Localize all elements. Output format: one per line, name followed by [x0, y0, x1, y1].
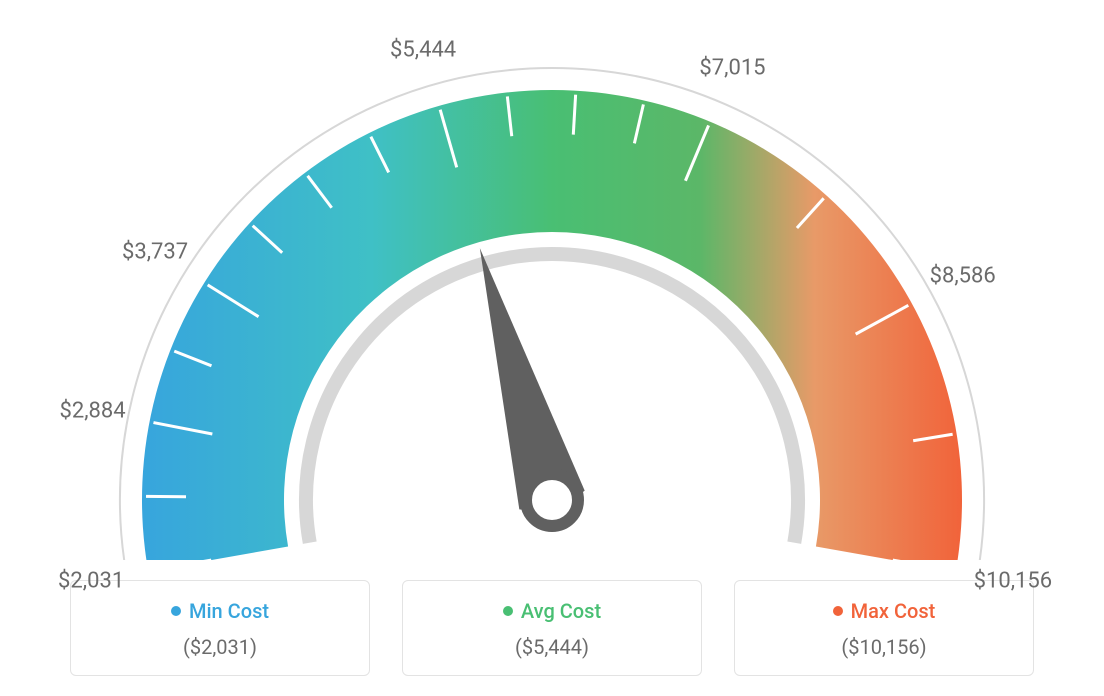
- legend-card-max: Max Cost ($10,156): [734, 580, 1034, 676]
- gauge-tick-label: $2,031: [58, 569, 124, 594]
- gauge-tick-label: $10,156: [974, 569, 1053, 594]
- legend-dot-avg: [503, 606, 513, 616]
- legend-card-min: Min Cost ($2,031): [70, 580, 370, 676]
- legend-value-avg: ($5,444): [413, 635, 691, 659]
- legend-row: Min Cost ($2,031) Avg Cost ($5,444) Max …: [20, 580, 1084, 676]
- gauge-tick-label: $5,444: [390, 38, 456, 63]
- gauge-tick-label: $8,586: [930, 263, 996, 288]
- gauge-tick-label: $7,015: [699, 56, 765, 81]
- gauge-chart: $2,031$2,884$3,737$5,444$7,015$8,586$10,…: [20, 20, 1084, 560]
- gauge-svg: [20, 20, 1084, 560]
- legend-title-text-min: Min Cost: [189, 599, 269, 623]
- legend-value-min: ($2,031): [81, 635, 359, 659]
- legend-title-min: Min Cost: [171, 599, 269, 623]
- legend-title-text-max: Max Cost: [851, 599, 936, 623]
- legend-card-avg: Avg Cost ($5,444): [402, 580, 702, 676]
- gauge-needle: [480, 248, 585, 526]
- legend-title-text-avg: Avg Cost: [521, 599, 601, 623]
- gauge-tick-label: $3,737: [122, 240, 188, 265]
- legend-dot-max: [833, 606, 843, 616]
- legend-title-avg: Avg Cost: [503, 599, 601, 623]
- legend-dot-min: [171, 606, 181, 616]
- legend-title-max: Max Cost: [833, 599, 936, 623]
- gauge-tick-label: $2,884: [60, 398, 126, 423]
- legend-value-max: ($10,156): [745, 635, 1023, 659]
